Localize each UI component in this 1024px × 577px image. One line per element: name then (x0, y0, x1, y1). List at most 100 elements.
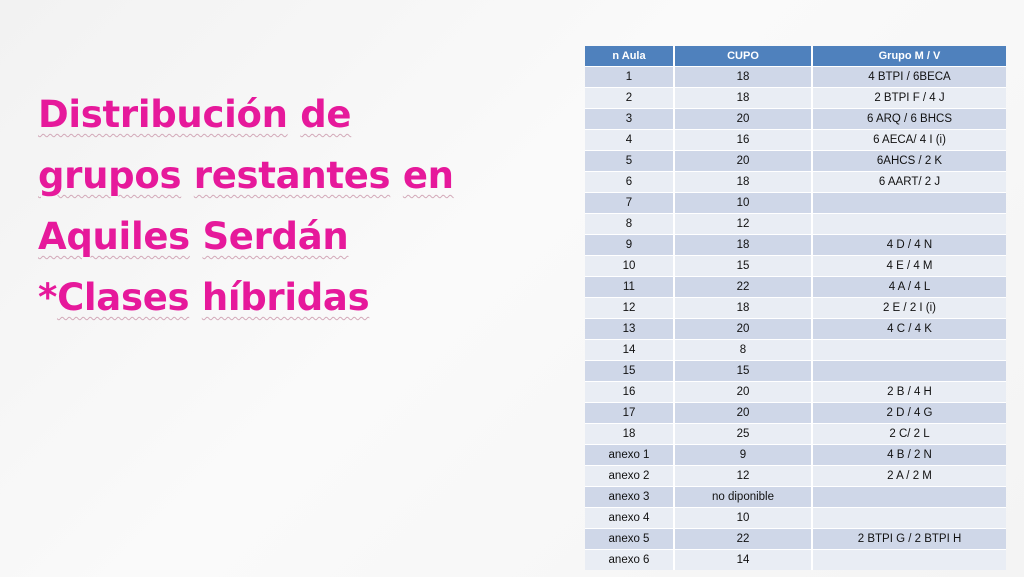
cell-aula: anexo 1 (585, 444, 675, 466)
table-row: anexo 2 12 2 A / 2 M (585, 465, 1006, 487)
cell-cupo: 18 (674, 297, 813, 319)
cell-cupo: 9 (674, 444, 813, 466)
table-row: 2 18 2 BTPI F / 4 J (585, 87, 1006, 109)
title-word: de (300, 93, 352, 136)
title-word: Clases (57, 276, 190, 319)
table-row: anexo 4 10 (585, 507, 1006, 529)
cell-grupo: 2 A / 2 M (812, 465, 1006, 487)
cell-aula: 4 (585, 129, 675, 151)
cell-aula: anexo 4 (585, 507, 675, 529)
cell-cupo: no diponible (674, 486, 813, 508)
table-row: 4 16 6 AECA/ 4 I (i) (585, 129, 1006, 151)
cell-cupo: 18 (674, 66, 813, 88)
classroom-table-container: n Aula CUPO Grupo M / V 1 18 4 BTPI / 6BEC… (585, 46, 1006, 570)
cell-cupo: 18 (674, 87, 813, 109)
table-row: 16 20 2 B / 4 H (585, 381, 1006, 403)
cell-cupo: 12 (674, 465, 813, 487)
cell-aula: anexo 3 (585, 486, 675, 508)
cell-grupo (812, 507, 1006, 529)
table-row: 11 22 4 A / 4 L (585, 276, 1006, 298)
cell-aula: 13 (585, 318, 675, 340)
cell-cupo: 15 (674, 360, 813, 382)
cell-grupo: 6AHCS / 2 K (812, 150, 1006, 172)
cell-grupo: 6 AECA/ 4 I (i) (812, 129, 1006, 151)
cell-aula: anexo 5 (585, 528, 675, 550)
cell-cupo: 12 (674, 213, 813, 235)
cell-cupo: 20 (674, 108, 813, 130)
cell-grupo: 4 BTPI / 6BECA (812, 66, 1006, 88)
cell-grupo: 2 D / 4 G (812, 402, 1006, 424)
cell-aula: 6 (585, 171, 675, 193)
cell-cupo: 22 (674, 528, 813, 550)
table-row: 6 18 6 AART/ 2 J (585, 171, 1006, 193)
title-word: restantes (193, 154, 391, 197)
cell-cupo: 8 (674, 339, 813, 361)
title-word: en (402, 154, 454, 197)
cell-aula: 12 (585, 297, 675, 319)
cell-grupo (812, 339, 1006, 361)
cell-grupo: 4 A / 4 L (812, 276, 1006, 298)
cell-cupo: 10 (674, 507, 813, 529)
title-word: grupos (38, 154, 182, 197)
table-row: 14 8 (585, 339, 1006, 361)
table-row: 7 10 (585, 192, 1006, 214)
table-row: 17 20 2 D / 4 G (585, 402, 1006, 424)
cell-cupo: 18 (674, 234, 813, 256)
cell-grupo: 2 C/ 2 L (812, 423, 1006, 445)
table-row: 12 18 2 E / 2 I (i) (585, 297, 1006, 319)
cell-grupo (812, 360, 1006, 382)
cell-grupo: 6 AART/ 2 J (812, 171, 1006, 193)
cell-grupo: 2 BTPI G / 2 BTPI H (812, 528, 1006, 550)
cell-cupo: 15 (674, 255, 813, 277)
cell-grupo: 2 BTPI F / 4 J (812, 87, 1006, 109)
title-line: *Clases híbridas (38, 267, 518, 328)
cell-cupo: 25 (674, 423, 813, 445)
cell-grupo: 6 ARQ / 6 BHCS (812, 108, 1006, 130)
cell-cupo: 18 (674, 171, 813, 193)
table-row: anexo 3 no diponible (585, 486, 1006, 508)
classroom-distribution-table: n Aula CUPO Grupo M / V 1 18 4 BTPI / 6BEC… (585, 46, 1006, 570)
table-body: 1 18 4 BTPI / 6BECA 2 18 2 BTPI F / 4 J 3 20 6 A… (585, 66, 1006, 570)
table-row: 5 20 6AHCS / 2 K (585, 150, 1006, 172)
table-row: 10 15 4 E / 4 M (585, 255, 1006, 277)
cell-cupo: 20 (674, 402, 813, 424)
cell-cupo: 20 (674, 318, 813, 340)
cell-aula: anexo 6 (585, 549, 675, 570)
cell-grupo (812, 549, 1006, 570)
title-line: grupos restantes en (38, 145, 518, 206)
cell-grupo: 2 E / 2 I (i) (812, 297, 1006, 319)
cell-aula: 16 (585, 381, 675, 403)
cell-cupo: 20 (674, 381, 813, 403)
title-word: Distribución (38, 93, 288, 136)
title-asterisk: * (38, 276, 58, 319)
cell-grupo (812, 486, 1006, 508)
cell-aula: 7 (585, 192, 675, 214)
cell-cupo: 10 (674, 192, 813, 214)
cell-aula: 8 (585, 213, 675, 235)
table-row: 9 18 4 D / 4 N (585, 234, 1006, 256)
cell-aula: 14 (585, 339, 675, 361)
cell-aula: 10 (585, 255, 675, 277)
cell-grupo: 4 D / 4 N (812, 234, 1006, 256)
cell-grupo: 4 E / 4 M (812, 255, 1006, 277)
cell-cupo: 22 (674, 276, 813, 298)
header-grupo: Grupo M / V (812, 46, 1006, 67)
cell-aula: 17 (585, 402, 675, 424)
table-row: 18 25 2 C/ 2 L (585, 423, 1006, 445)
title-line: Distribución de (38, 84, 518, 145)
header-cupo: CUPO (674, 46, 813, 67)
title-word: híbridas (201, 276, 370, 319)
title-word: Aquiles (38, 215, 190, 258)
table-row: 13 20 4 C / 4 K (585, 318, 1006, 340)
header-aula: n Aula (585, 46, 675, 67)
table-row: 15 15 (585, 360, 1006, 382)
cell-grupo: 2 B / 4 H (812, 381, 1006, 403)
cell-grupo: 4 B / 2 N (812, 444, 1006, 466)
table-row: anexo 6 14 (585, 549, 1006, 570)
cell-grupo (812, 192, 1006, 214)
slide-title: Distribución de grupos restantes en Aqui… (38, 84, 518, 328)
cell-aula: 15 (585, 360, 675, 382)
cell-cupo: 20 (674, 150, 813, 172)
cell-aula: 18 (585, 423, 675, 445)
